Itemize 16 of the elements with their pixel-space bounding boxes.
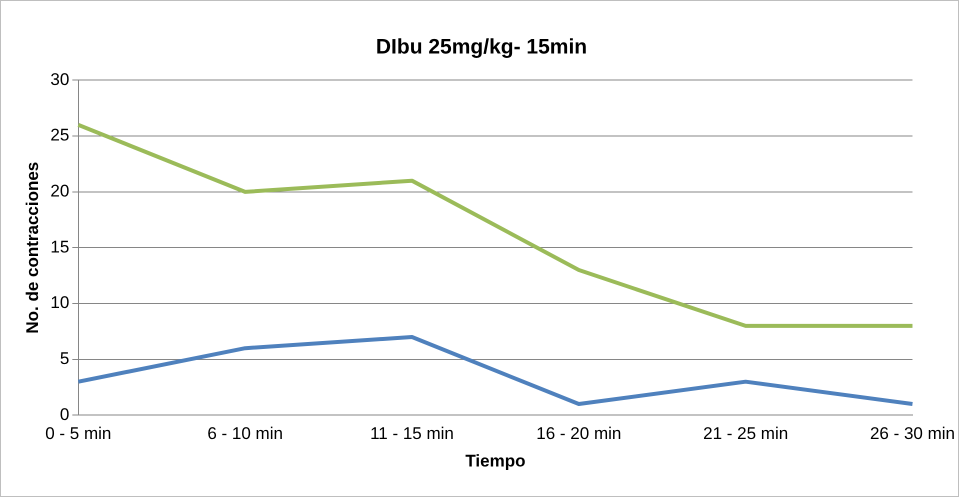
x-tick-label: 0 - 5 min [45, 424, 112, 444]
y-tick-label: 30 [50, 70, 70, 89]
x-tick-label: 16 - 20 min [536, 424, 622, 444]
y-tick-label: 0 [60, 404, 70, 424]
y-tick-label: 15 [50, 237, 70, 256]
y-axis-title: No. de contracciones [22, 162, 42, 334]
y-tick-label: 10 [50, 293, 70, 312]
y-tick-label: 5 [60, 349, 70, 368]
chart-title: DIbu 25mg/kg- 15min [376, 35, 588, 58]
x-tick-label: 21 - 25 min [703, 424, 788, 444]
y-tick-label: 25 [50, 126, 70, 145]
y-tick-label: 20 [50, 182, 70, 201]
x-axis-title: Tiempo [465, 451, 526, 470]
x-tick-label: 6 - 10 min [207, 424, 283, 444]
x-tick-label: 26 - 30 min [870, 424, 956, 444]
x-tick-label: 11 - 15 min [370, 424, 454, 444]
